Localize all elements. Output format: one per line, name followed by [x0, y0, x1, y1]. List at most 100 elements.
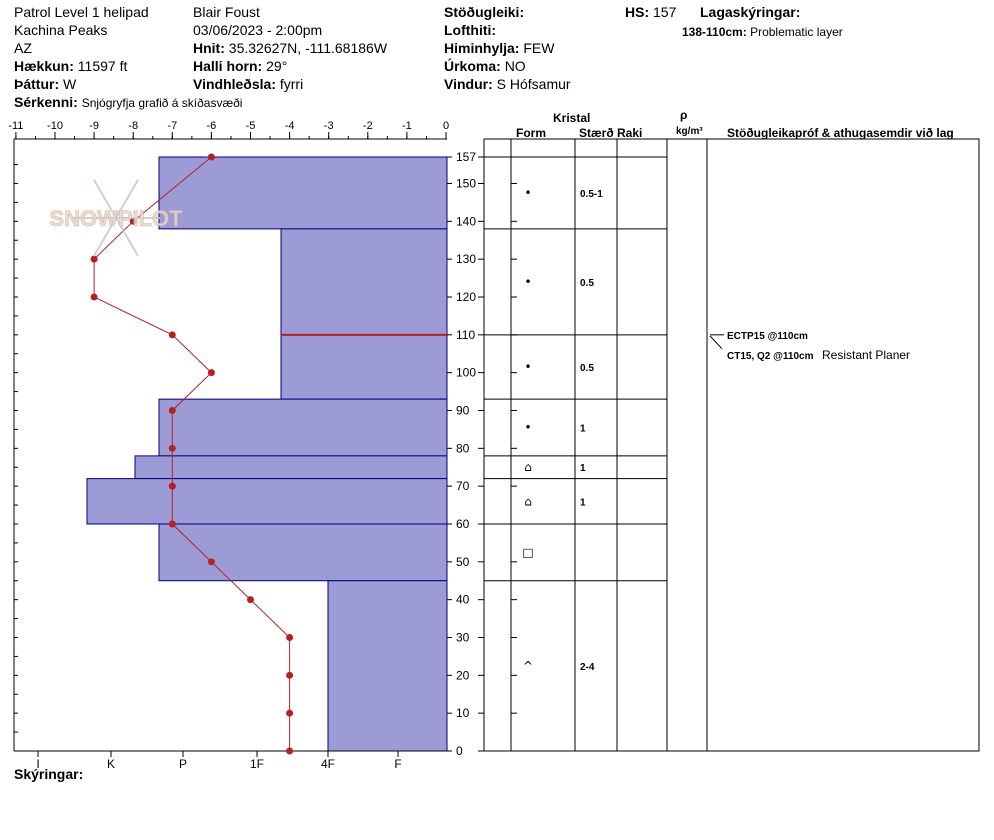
header-density-symbol: ρ [680, 108, 688, 122]
precip-label: Úrkoma: [444, 58, 501, 74]
footer-legend-label: Skýringar: [14, 766, 84, 782]
hardness-layer-bar [327, 580, 448, 752]
hs-field: HS: 157 [625, 4, 676, 20]
state-name: AZ [14, 40, 32, 56]
height-tick-label: 0 [456, 744, 463, 758]
height-tick-label: 110 [456, 328, 475, 342]
crystal-form-symbol: • [524, 360, 531, 374]
temperature-point [168, 520, 176, 528]
temp-tick-label: -5 [246, 120, 256, 132]
header-size: Stærð [579, 126, 614, 140]
hardness-tick-label: 4F [321, 757, 335, 771]
features-value: Snjógryfja grafið á skíðasvæði [81, 96, 243, 110]
temperature-point [90, 293, 98, 301]
temperature-point [207, 153, 215, 161]
temp-tick-label: 0 [443, 120, 449, 132]
hardness-tick-label: P [179, 757, 187, 771]
sky-value: FEW [523, 40, 555, 56]
temperature-point [168, 331, 176, 339]
precip-field: Úrkoma: NO [444, 58, 526, 74]
slope-field: Halli horn: 29° [193, 58, 287, 74]
temp-tick-label: -10 [47, 120, 63, 132]
hardness-layer-bar [158, 523, 448, 582]
hardness-layer-bar [280, 228, 448, 400]
crystal-form-symbol: ^ [523, 659, 533, 673]
crystal-form-symbol: • [524, 275, 531, 289]
wind-loading-value: fyrri [279, 76, 304, 92]
height-tick-label: 100 [456, 366, 476, 380]
temperature-point [90, 255, 98, 263]
crystal-form-symbol: □ [522, 545, 533, 559]
crystal-size-value: 1 [580, 497, 586, 508]
height-tick-label: 60 [456, 517, 470, 531]
height-tick-label: 120 [456, 290, 476, 304]
hs-value: 157 [653, 4, 677, 20]
temp-tick-label: -11 [8, 120, 23, 132]
stability-label: Stöðugleiki: [444, 4, 525, 20]
hardness-layer-bar [158, 156, 448, 230]
observation-datetime: 03/06/2023 - 2:00pm [193, 22, 323, 38]
temp-tick-label: -7 [167, 120, 177, 132]
watermark-snowflake-arm [115, 217, 139, 257]
temperature-point [247, 596, 254, 604]
aspect-value: W [63, 76, 77, 92]
watermark-snowflake-arm [93, 179, 117, 219]
height-tick-label: 157 [456, 150, 476, 164]
crystal-size-value: 1 [580, 424, 586, 435]
stability-test-comment: Resistant Planer [822, 348, 910, 362]
height-tick-label: 20 [456, 668, 470, 682]
hs-label: HS: [625, 4, 650, 20]
aspect-field: Þáttur: W [14, 76, 76, 92]
features-label: Sérkenni: [14, 94, 78, 110]
stability-test-label: ECTP15 @110cm [727, 331, 808, 342]
hardness-layer-bar [158, 398, 448, 457]
hardness-tick-label: K [107, 757, 115, 771]
hardness-layer-bar [86, 478, 448, 525]
temperature-point [286, 671, 294, 679]
crystal-form-symbol: ⌂ [524, 494, 532, 508]
watermark-text: SNOWPILOT [49, 206, 183, 231]
hardness-tick-label: F [394, 757, 401, 771]
crystal-form-symbol: ⌂ [524, 460, 532, 474]
temp-tick-label: -1 [402, 120, 412, 132]
height-tick-label: 30 [456, 630, 470, 644]
temperature-point [207, 369, 215, 377]
temperature-point [286, 633, 294, 641]
aspect-label: Þáttur: [14, 76, 60, 92]
elevation-value: 11597 ft [77, 58, 128, 74]
sky-label: Himinhylja: [444, 40, 520, 56]
air-temp-label: Lofthiti: [444, 22, 497, 38]
height-tick-label: 10 [456, 706, 470, 720]
crystal-size-value: 1 [580, 463, 586, 474]
temp-tick-label: -8 [128, 120, 138, 132]
temp-tick-label: -6 [207, 120, 217, 132]
location-name: Patrol Level 1 helipad [14, 4, 149, 20]
crystal-size-value: 0.5 [580, 278, 594, 289]
temperature-point [129, 217, 137, 225]
temperature-profile-line [93, 156, 291, 751]
crystal-form-symbol: • [524, 421, 531, 435]
area-name: Kachina Peaks [14, 22, 108, 38]
hardness-layer-bar [134, 455, 448, 480]
temperature-point [286, 709, 294, 717]
wind-label: Vindur: [444, 76, 493, 92]
temperature-point [168, 406, 176, 414]
legend-item: 138-110cm: Problematic layer [682, 24, 843, 40]
wind-field: Vindur: S Hófsamur [444, 76, 571, 92]
height-tick-label: 130 [456, 252, 476, 266]
temp-tick-label: -4 [285, 120, 295, 132]
height-tick-label: 40 [456, 593, 470, 607]
watermark-snowflake-arm [93, 217, 117, 257]
table-frame [483, 138, 980, 752]
header-crystal: Kristal [553, 111, 591, 125]
wind-loading-field: Vindhleðsla: fyrri [193, 76, 303, 92]
coords-value: 35.32627N, -111.68186W [228, 40, 388, 56]
sky-field: Himinhylja: FEW [444, 40, 554, 56]
temp-tick-label: -9 [89, 120, 99, 132]
temperature-point [168, 482, 176, 490]
crystal-size-value: 2-4 [580, 662, 595, 673]
elevation-label: Hækkun: [14, 58, 74, 74]
observer-name: Blair Foust [193, 4, 260, 20]
header-tests: Stöðugleikapróf & athugasemdir við lag [727, 126, 954, 140]
